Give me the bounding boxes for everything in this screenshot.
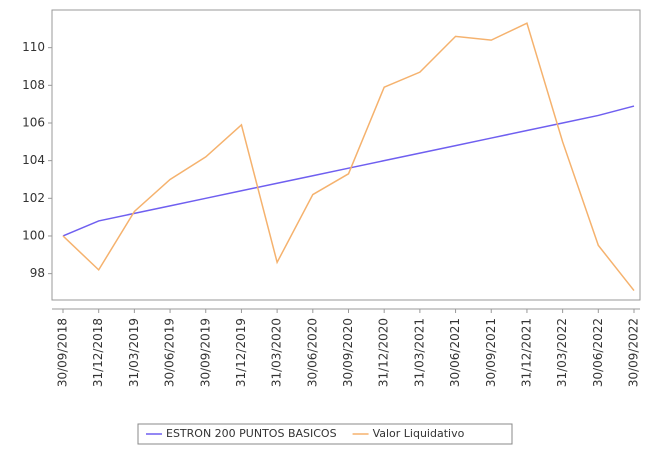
x-tick-label: 31/03/2021 xyxy=(412,318,426,387)
x-tick-label: 30/09/2018 xyxy=(56,318,70,387)
x-tick-label: 31/12/2019 xyxy=(234,318,248,387)
legend-label: ESTRON 200 PUNTOS BASICOS xyxy=(166,427,337,440)
legend-label: Valor Liquidativo xyxy=(373,427,465,440)
x-tick-label: 30/09/2019 xyxy=(198,318,212,387)
y-tick-label: 104 xyxy=(22,153,45,167)
x-tick-label: 31/12/2021 xyxy=(519,318,533,387)
legend xyxy=(137,423,513,445)
x-tick-label: 30/09/2020 xyxy=(341,318,355,387)
plot-area xyxy=(51,9,641,301)
x-tick-label: 31/03/2020 xyxy=(270,318,284,387)
x-tick-label: 31/12/2020 xyxy=(377,318,391,387)
y-tick-label: 110 xyxy=(22,40,45,54)
x-tick-label: 30/06/2021 xyxy=(448,318,462,387)
x-tick-label: 31/12/2018 xyxy=(91,318,105,387)
x-tick-label: 30/06/2019 xyxy=(163,318,177,387)
x-tick-label: 30/06/2020 xyxy=(305,318,319,387)
x-tick-label: 30/09/2021 xyxy=(484,318,498,387)
x-tick-label: 31/03/2022 xyxy=(555,318,569,387)
y-tick-label: 100 xyxy=(22,228,45,242)
x-tick-label: 30/06/2022 xyxy=(591,318,605,387)
y-tick-label: 106 xyxy=(22,115,45,129)
line-series xyxy=(62,105,635,237)
y-tick-label: 102 xyxy=(22,191,45,205)
line-series xyxy=(62,22,635,292)
x-tick-label: 31/03/2019 xyxy=(127,318,141,387)
y-tick-label: 98 xyxy=(30,266,45,280)
y-tick-label: 108 xyxy=(22,78,45,92)
x-tick-label: 30/09/2022 xyxy=(627,318,641,387)
